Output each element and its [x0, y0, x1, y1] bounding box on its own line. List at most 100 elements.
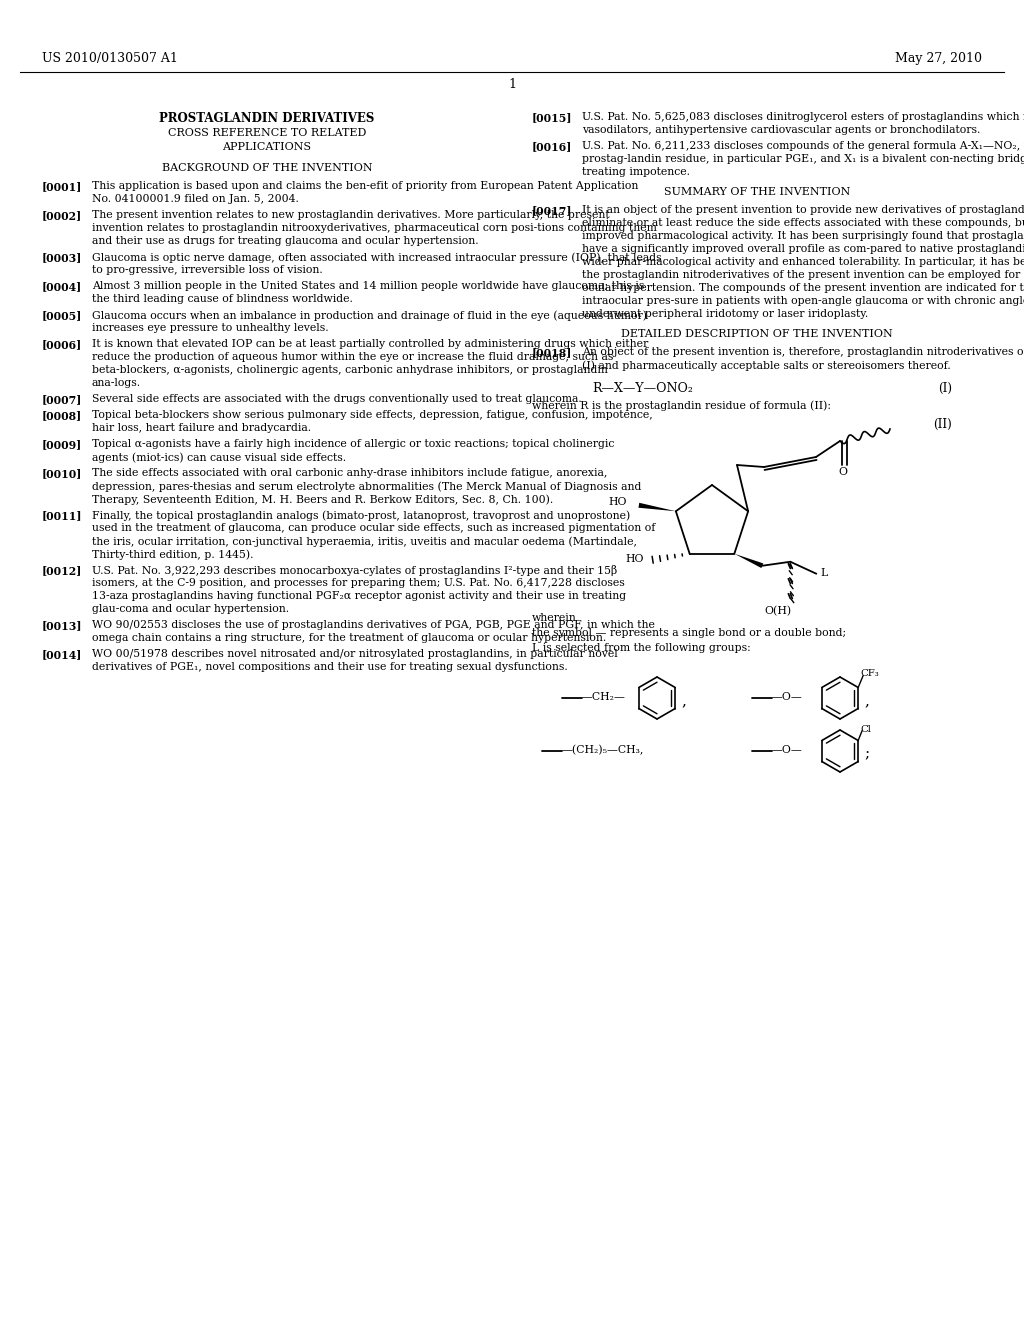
- Text: and their use as drugs for treating glaucoma and ocular hypertension.: and their use as drugs for treating glau…: [92, 236, 478, 246]
- Text: [0018]: [0018]: [532, 347, 572, 358]
- Text: Glaucoma is optic nerve damage, often associated with increased intraocular pres: Glaucoma is optic nerve damage, often as…: [92, 252, 662, 263]
- Text: the third leading cause of blindness worldwide.: the third leading cause of blindness wor…: [92, 294, 353, 304]
- Text: eliminate or at least reduce the side effects associated with these compounds, b: eliminate or at least reduce the side ef…: [582, 218, 1024, 228]
- Text: [0002]: [0002]: [42, 210, 82, 220]
- Polygon shape: [638, 503, 676, 511]
- Text: ocular hypertension. The compounds of the present invention are indicated for th: ocular hypertension. The compounds of th…: [582, 282, 1024, 293]
- Text: the iris, ocular irritation, con-junctival hyperaemia, iritis, uveitis and macul: the iris, ocular irritation, con-junctiv…: [92, 536, 637, 546]
- Text: Finally, the topical prostaglandin analogs (bimato-prost, latanoprost, travopros: Finally, the topical prostaglandin analo…: [92, 510, 630, 520]
- Text: agents (miot-ics) can cause visual side effects.: agents (miot-ics) can cause visual side …: [92, 451, 346, 462]
- Text: underwent peripheral iridotomy or laser iridoplasty.: underwent peripheral iridotomy or laser …: [582, 309, 868, 319]
- Text: [0001]: [0001]: [42, 181, 82, 191]
- Text: Topical α-agonists have a fairly high incidence of allergic or toxic reactions; : Topical α-agonists have a fairly high in…: [92, 440, 614, 449]
- Text: [0014]: [0014]: [42, 649, 82, 660]
- Text: L: L: [820, 568, 827, 578]
- Text: wider phar-macological activity and enhanced tolerability. In particular, it has: wider phar-macological activity and enha…: [582, 257, 1024, 267]
- Text: HO: HO: [626, 554, 644, 564]
- Text: Several side effects are associated with the drugs conventionally used to treat : Several side effects are associated with…: [92, 393, 582, 404]
- Text: —CH₂—: —CH₂—: [582, 692, 626, 702]
- Text: Topical beta-blockers show serious pulmonary side effects, depression, fatigue, : Topical beta-blockers show serious pulmo…: [92, 411, 652, 420]
- Text: BACKGROUND OF THE INVENTION: BACKGROUND OF THE INVENTION: [162, 162, 373, 173]
- Text: [0003]: [0003]: [42, 252, 82, 263]
- Text: to pro-gressive, irreversible loss of vision.: to pro-gressive, irreversible loss of vi…: [92, 265, 323, 275]
- Text: Therapy, Seventeenth Edition, M. H. Beers and R. Berkow Editors, Sec. 8, Ch. 100: Therapy, Seventeenth Edition, M. H. Beer…: [92, 494, 553, 504]
- Text: isomers, at the C-9 position, and processes for preparing them; U.S. Pat. No. 6,: isomers, at the C-9 position, and proces…: [92, 578, 625, 587]
- Text: depression, pares-thesias and serum electrolyte abnormalities (The Merck Manual : depression, pares-thesias and serum elec…: [92, 480, 641, 491]
- Text: SUMMARY OF THE INVENTION: SUMMARY OF THE INVENTION: [664, 187, 850, 197]
- Text: L is selected from the following groups:: L is selected from the following groups:: [532, 643, 751, 653]
- Text: [0016]: [0016]: [532, 141, 572, 152]
- Text: invention relates to prostaglandin nitrooxyderivatives, pharmaceutical corn posi: invention relates to prostaglandin nitro…: [92, 223, 656, 234]
- Text: [0015]: [0015]: [532, 112, 572, 123]
- Text: The side effects associated with oral carbonic anhy-drase inhibitors include fat: The side effects associated with oral ca…: [92, 469, 607, 478]
- Text: improved pharmacological activity. It has been surprisingly found that prostagla: improved pharmacological activity. It ha…: [582, 231, 1024, 242]
- Text: O(H): O(H): [765, 606, 792, 616]
- Text: Cl: Cl: [860, 725, 871, 734]
- Text: [0005]: [0005]: [42, 310, 82, 321]
- Text: wherein: wherein: [532, 612, 577, 623]
- Text: omega chain contains a ring structure, for the treatment of glaucoma or ocular h: omega chain contains a ring structure, f…: [92, 634, 606, 643]
- Text: (I): (I): [938, 381, 952, 395]
- Text: [0009]: [0009]: [42, 440, 82, 450]
- Text: It is an object of the present invention to provide new derivatives of prostagla: It is an object of the present invention…: [582, 205, 1024, 215]
- Text: (I) and pharmaceutically acceptable salts or stereoisomers thereof.: (I) and pharmaceutically acceptable salt…: [582, 360, 950, 371]
- Text: O: O: [838, 467, 847, 477]
- Text: The present invention relates to new prostaglandin derivatives. More particularl: The present invention relates to new pro…: [92, 210, 609, 220]
- Text: wherein R is the prostaglandin residue of formula (II):: wherein R is the prostaglandin residue o…: [532, 400, 831, 411]
- Text: beta-blockers, α-agonists, cholinergic agents, carbonic anhydrase inhibitors, or: beta-blockers, α-agonists, cholinergic a…: [92, 366, 608, 375]
- Text: have a significantly improved overall profile as com-pared to native prostagland: have a significantly improved overall pr…: [582, 244, 1024, 253]
- Text: [0004]: [0004]: [42, 281, 82, 292]
- Text: HO: HO: [609, 498, 628, 507]
- Text: Almost 3 million people in the United States and 14 million people worldwide hav: Almost 3 million people in the United St…: [92, 281, 644, 290]
- Text: Glaucoma occurs when an imbalance in production and drainage of fluid in the eye: Glaucoma occurs when an imbalance in pro…: [92, 310, 647, 321]
- Text: Thirty-third edition, p. 1445).: Thirty-third edition, p. 1445).: [92, 549, 254, 560]
- Text: hair loss, heart failure and bradycardia.: hair loss, heart failure and bradycardia…: [92, 422, 311, 433]
- Text: [0008]: [0008]: [42, 411, 82, 421]
- Polygon shape: [734, 554, 763, 568]
- Text: WO 90/02553 discloses the use of prostaglandins derivatives of PGA, PGB, PGE and: WO 90/02553 discloses the use of prostag…: [92, 620, 655, 630]
- Text: APPLICATIONS: APPLICATIONS: [222, 143, 311, 152]
- Text: the symbol — represents a single bond or a double bond;: the symbol — represents a single bond or…: [532, 628, 846, 638]
- Text: US 2010/0130507 A1: US 2010/0130507 A1: [42, 51, 178, 65]
- Text: vasodilators, antihypertensive cardiovascular agents or bronchodilators.: vasodilators, antihypertensive cardiovas…: [582, 125, 980, 135]
- Text: prostag-landin residue, in particular PGE₁, and X₁ is a bivalent con-necting bri: prostag-landin residue, in particular PG…: [582, 154, 1024, 164]
- Text: It is known that elevated IOP can be at least partially controlled by administer: It is known that elevated IOP can be at …: [92, 339, 648, 348]
- Text: derivatives of PGE₁, novel compositions and their use for treating sexual dysfun: derivatives of PGE₁, novel compositions …: [92, 663, 567, 672]
- Text: ana-logs.: ana-logs.: [92, 378, 141, 388]
- Text: R—X—Y—ONO₂: R—X—Y—ONO₂: [592, 381, 693, 395]
- Text: ,: ,: [681, 694, 686, 708]
- Text: An object of the present invention is, therefore, prostaglandin nitroderivatives: An object of the present invention is, t…: [582, 347, 1024, 356]
- Text: [0012]: [0012]: [42, 565, 82, 576]
- Text: intraocular pres-sure in patients with open-angle glaucoma or with chronic angle: intraocular pres-sure in patients with o…: [582, 296, 1024, 306]
- Text: ,: ,: [864, 694, 869, 708]
- Text: May 27, 2010: May 27, 2010: [895, 51, 982, 65]
- Text: reduce the production of aqueous humor within the eye or increase the fluid drai: reduce the production of aqueous humor w…: [92, 352, 613, 362]
- Text: U.S. Pat. No. 5,625,083 discloses dinitroglycerol esters of prostaglandins which: U.S. Pat. No. 5,625,083 discloses dinitr…: [582, 112, 1024, 121]
- Text: increases eye pressure to unhealthy levels.: increases eye pressure to unhealthy leve…: [92, 323, 329, 333]
- Text: used in the treatment of glaucoma, can produce ocular side effects, such as incr: used in the treatment of glaucoma, can p…: [92, 523, 655, 533]
- Text: glau-coma and ocular hypertension.: glau-coma and ocular hypertension.: [92, 605, 289, 614]
- Text: [0013]: [0013]: [42, 620, 83, 631]
- Text: ;: ;: [864, 747, 869, 762]
- Text: the prostaglandin nitroderivatives of the present invention can be employed for : the prostaglandin nitroderivatives of th…: [582, 271, 1024, 280]
- Text: DETAILED DESCRIPTION OF THE INVENTION: DETAILED DESCRIPTION OF THE INVENTION: [622, 329, 893, 339]
- Text: [0011]: [0011]: [42, 510, 83, 521]
- Text: U.S. Pat. No. 6,211,233 discloses compounds of the general formula A-X₁—NO₂, whe: U.S. Pat. No. 6,211,233 discloses compou…: [582, 141, 1024, 150]
- Text: [0006]: [0006]: [42, 339, 82, 350]
- Text: CROSS REFERENCE TO RELATED: CROSS REFERENCE TO RELATED: [168, 128, 367, 139]
- Text: [0007]: [0007]: [42, 393, 82, 405]
- Text: PROSTAGLANDIN DERIVATIVES: PROSTAGLANDIN DERIVATIVES: [160, 112, 375, 125]
- Text: —(CH₂)₅—CH₃,: —(CH₂)₅—CH₃,: [562, 744, 644, 755]
- Text: —O—: —O—: [772, 692, 803, 702]
- Text: This application is based upon and claims the ben-efit of priority from European: This application is based upon and claim…: [92, 181, 638, 191]
- Text: CF₃: CF₃: [860, 669, 879, 678]
- Text: [0010]: [0010]: [42, 469, 82, 479]
- Text: U.S. Pat. No. 3,922,293 describes monocarboxya-cylates of prostaglandins I²-type: U.S. Pat. No. 3,922,293 describes monoca…: [92, 565, 617, 576]
- Text: 13-aza prostaglandins having functional PGF₂α receptor agonist activity and thei: 13-aza prostaglandins having functional …: [92, 591, 626, 601]
- Text: WO 00/51978 describes novel nitrosated and/or nitrosylated prostaglandins, in pa: WO 00/51978 describes novel nitrosated a…: [92, 649, 617, 659]
- Text: No. 04100001.9 filed on Jan. 5, 2004.: No. 04100001.9 filed on Jan. 5, 2004.: [92, 194, 299, 205]
- Text: —O—: —O—: [772, 744, 803, 755]
- Text: 1: 1: [508, 78, 516, 91]
- Text: (II): (II): [933, 418, 952, 432]
- Text: [0017]: [0017]: [532, 205, 572, 216]
